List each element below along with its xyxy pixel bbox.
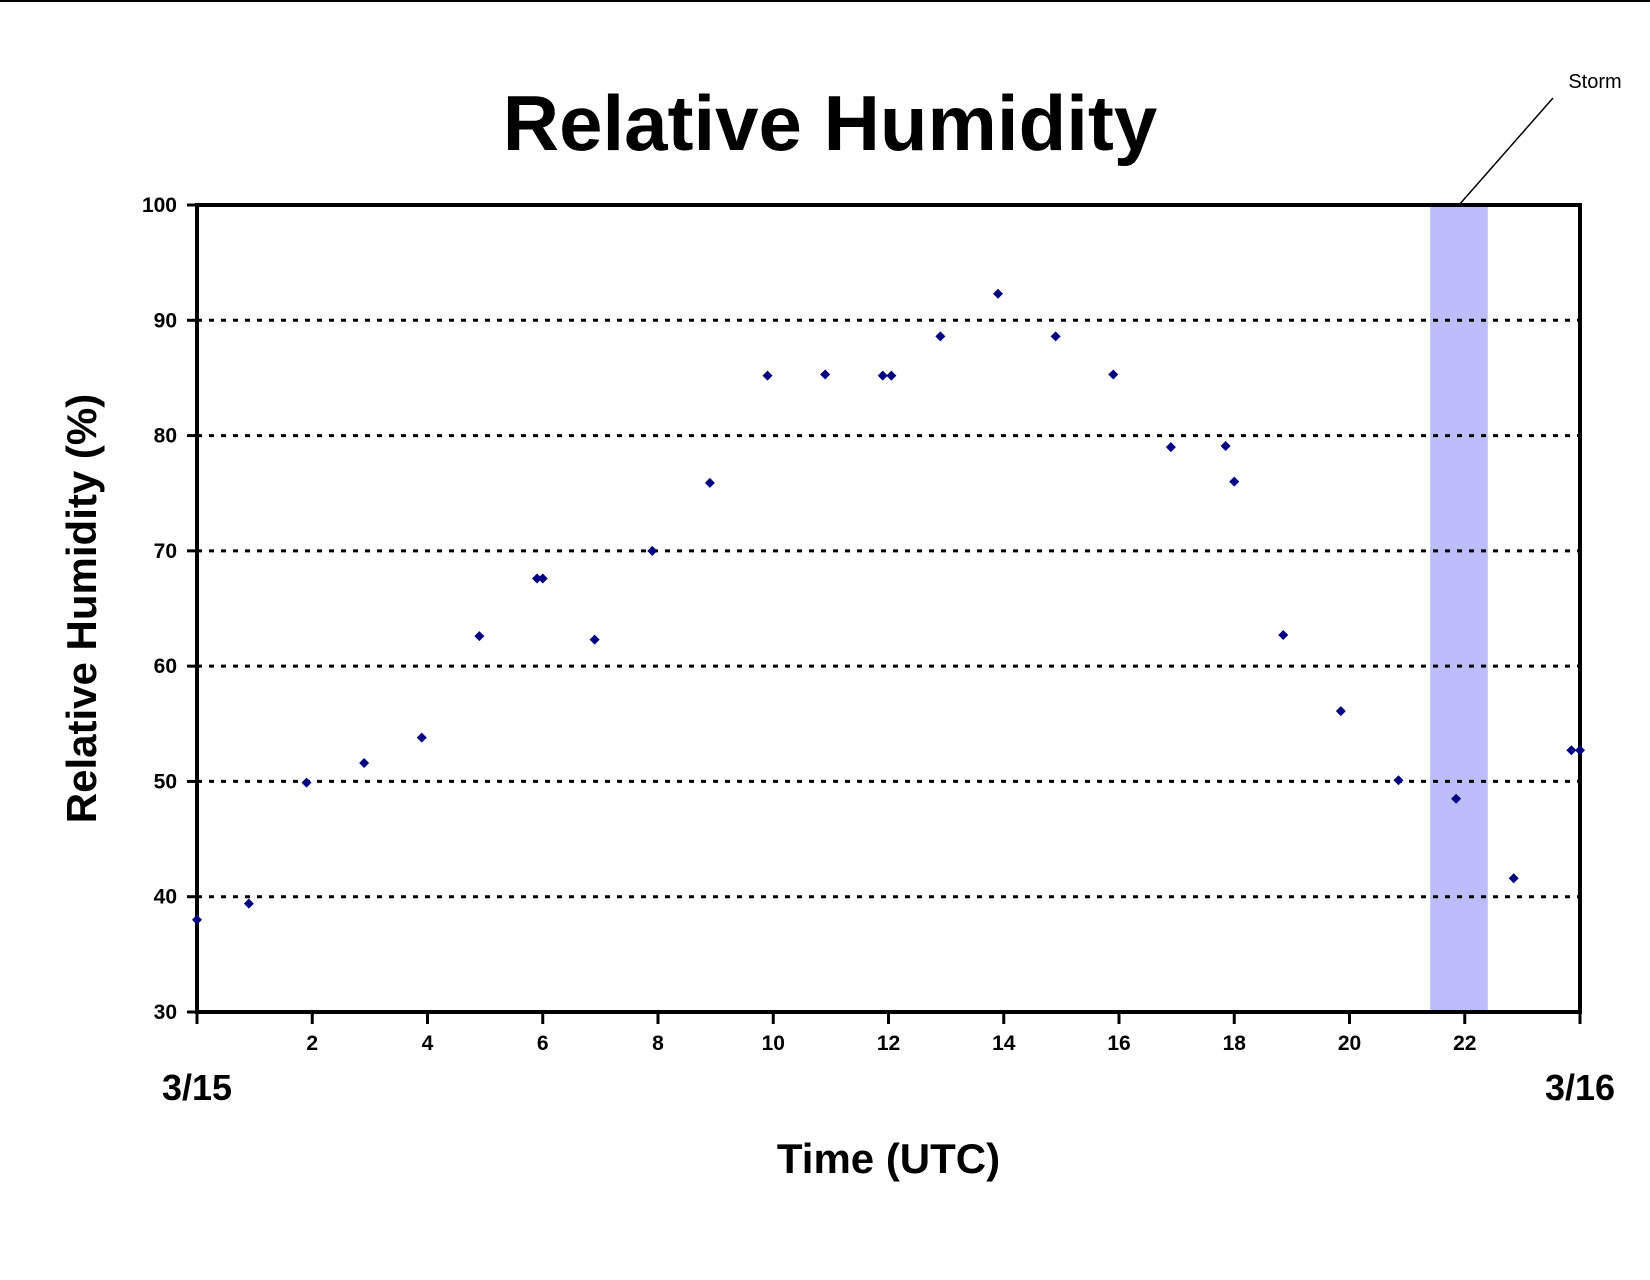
- x-tick-label: 2: [306, 1032, 318, 1055]
- date-label: 3/16: [1545, 1067, 1615, 1108]
- x-tick-label: 16: [1107, 1032, 1130, 1055]
- y-tick-label: 90: [154, 309, 177, 332]
- data-point: [537, 573, 548, 584]
- x-tick-label: 6: [537, 1032, 549, 1055]
- y-tick-label: 100: [142, 194, 177, 217]
- data-point: [1050, 331, 1061, 342]
- data-point: [474, 631, 485, 642]
- data-point: [762, 370, 773, 381]
- x-axis: 2 4 6 8 10 12 14 16 18 20 22: [195, 1012, 1582, 1055]
- storm-annotation-leader-line: [1458, 97, 1554, 206]
- y-tick-label: 80: [154, 425, 177, 448]
- data-point: [647, 545, 658, 556]
- data-point: [243, 898, 254, 909]
- data-point: [589, 634, 600, 645]
- x-axis-label: Time (UTC): [777, 1135, 1000, 1182]
- storm-layer: [1430, 205, 1488, 1012]
- x-tick-label: 8: [652, 1032, 664, 1055]
- grid-layer: [197, 318, 1580, 899]
- data-point: [992, 288, 1003, 299]
- x-tick-label: 4: [422, 1032, 434, 1055]
- date-labels: 3/15 3/16: [162, 1067, 1615, 1108]
- y-axis: 30 40 50 60 70 80 90 100: [142, 194, 197, 1024]
- data-point: [1451, 793, 1462, 804]
- storm-annotation-label: Storm: [1568, 71, 1621, 93]
- x-tick-label: 18: [1223, 1032, 1247, 1055]
- data-point: [192, 914, 202, 925]
- x-tick-label: 22: [1453, 1032, 1476, 1055]
- x-tick-label: 12: [877, 1032, 900, 1055]
- data-point: [935, 331, 946, 342]
- data-point: [1566, 745, 1577, 756]
- data-point: [1229, 476, 1240, 487]
- plot-area-frame: [195, 203, 1582, 1014]
- data-point: [1220, 440, 1231, 451]
- date-label: 3/15: [162, 1067, 232, 1108]
- chart-title: Relative Humidity: [503, 79, 1158, 167]
- x-tick-label: 10: [762, 1032, 785, 1055]
- data-point: [1575, 745, 1585, 756]
- storm-band: [1430, 205, 1488, 1012]
- data-point: [877, 370, 888, 381]
- y-tick-label: 60: [154, 655, 177, 678]
- y-tick-label: 50: [154, 770, 177, 793]
- data-point: [820, 369, 831, 380]
- y-tick-label: 70: [154, 540, 177, 563]
- data-point: [1165, 442, 1176, 453]
- data-point: [1508, 873, 1519, 884]
- data-point: [1393, 775, 1404, 786]
- data-point: [359, 757, 370, 768]
- x-tick-label: 20: [1338, 1032, 1361, 1055]
- data-point: [1278, 630, 1289, 641]
- data-point: [531, 573, 542, 584]
- y-axis-label: Relative Humidity (%): [58, 394, 105, 823]
- x-tick-label: 14: [992, 1032, 1016, 1055]
- y-tick-label: 30: [154, 1001, 177, 1024]
- data-point: [1108, 369, 1119, 380]
- data-point: [886, 370, 897, 381]
- data-point: [704, 477, 715, 488]
- data-points: [192, 288, 1585, 925]
- top-border-line: [0, 0, 1650, 2]
- data-point: [1335, 706, 1346, 717]
- data-point: [416, 732, 427, 743]
- y-tick-label: 40: [154, 886, 177, 909]
- data-point: [301, 777, 312, 788]
